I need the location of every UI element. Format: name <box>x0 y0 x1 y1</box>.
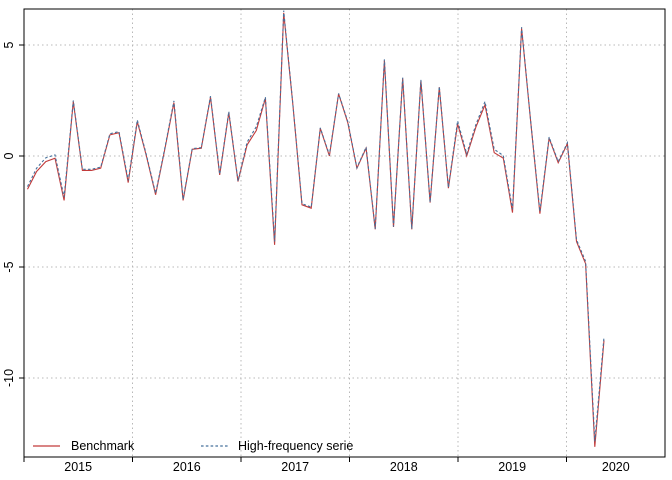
series-layer <box>27 10 605 447</box>
y-axis-tick-label: -10 <box>2 369 16 387</box>
x-axis-tick-label: 2015 <box>64 460 92 474</box>
grid-layer <box>23 9 665 457</box>
y-axis-tick-label: -5 <box>2 261 16 272</box>
x-axis-tick-label: 2018 <box>390 460 418 474</box>
benchmark-line <box>27 12 605 447</box>
y-axis-tick-label: 5 <box>2 41 16 48</box>
x-axis-tick-label: 2016 <box>173 460 201 474</box>
axis-layer: 2015 2016 2017 2018 2019 2020 5 0 -5 -10 <box>2 8 666 474</box>
plot-border <box>23 8 666 458</box>
x-axis-tick-label: 2020 <box>602 460 630 474</box>
x-axis-tick-label: 2017 <box>281 460 309 474</box>
legend: Benchmark High-frequency serie <box>33 439 353 453</box>
y-axis-tick-label: 0 <box>2 152 16 159</box>
legend-label-high-frequency: High-frequency serie <box>238 439 353 453</box>
x-axis-tick-label: 2019 <box>498 460 526 474</box>
legend-label-benchmark: Benchmark <box>71 439 135 453</box>
high-frequency-line <box>27 10 605 442</box>
